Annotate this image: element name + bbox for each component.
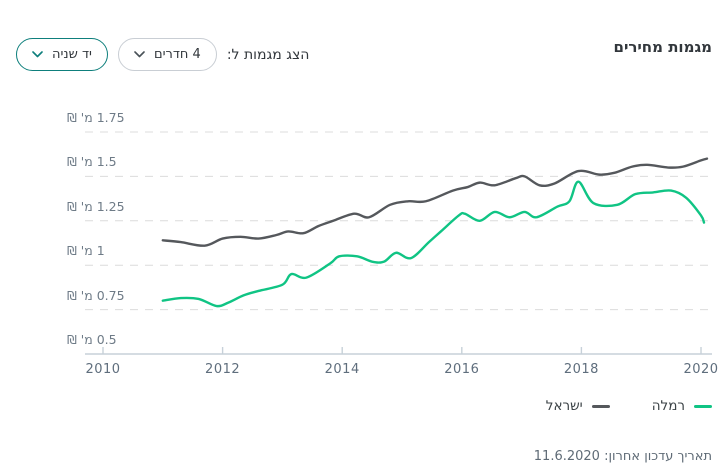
series-line-רמלה[interactable] [161, 180, 706, 308]
chart-legend: רמלה ישראל [546, 398, 712, 414]
x-axis-label: 2020 [683, 362, 719, 377]
line-swatch-israel [591, 404, 610, 408]
condition-dropdown[interactable]: יד שניה [16, 38, 108, 71]
y-axis-label: 0.5 מ' ₪ [67, 332, 117, 347]
legend-item-israel[interactable]: ישראל [546, 398, 610, 414]
y-axis-label: 0.75 מ' ₪ [67, 287, 125, 303]
rooms-dropdown-value: 4 חדרים [153, 47, 201, 62]
x-axis-label: 2012 [205, 362, 241, 377]
legend-label: רמלה [651, 398, 685, 414]
chevron-down-icon [32, 51, 43, 58]
x-axis-label: 2014 [324, 362, 360, 377]
condition-dropdown-value: יד שניה [52, 47, 92, 62]
last-update-date: תאריך עדכון אחרון: 11.6.2020 [533, 449, 712, 464]
controls-label: הצג מגמות ל: [226, 46, 310, 63]
page-title: מגמות מחירים [613, 38, 713, 56]
trend-filter-controls: הצג מגמות ל: 4 חדרים יד שניה [16, 38, 315, 71]
y-axis-label: 1.75 מ' ₪ [67, 110, 125, 125]
y-axis-label: 1.25 מ' ₪ [67, 198, 125, 214]
line-swatch-ramla [694, 404, 712, 408]
x-axis-label: 2016 [444, 362, 480, 377]
chevron-down-icon [134, 51, 145, 58]
y-axis-label: 1.5 מ' ₪ [67, 154, 117, 170]
legend-label: ישראל [545, 398, 583, 414]
series-line-ישראל[interactable] [161, 157, 709, 247]
rooms-dropdown[interactable]: 4 חדרים [117, 38, 217, 71]
y-axis-label: 1 מ' ₪ [67, 243, 105, 259]
x-axis-label: 2018 [563, 362, 599, 377]
x-axis-label: 2010 [85, 362, 121, 377]
legend-item-ramla[interactable]: רמלה [652, 398, 712, 414]
